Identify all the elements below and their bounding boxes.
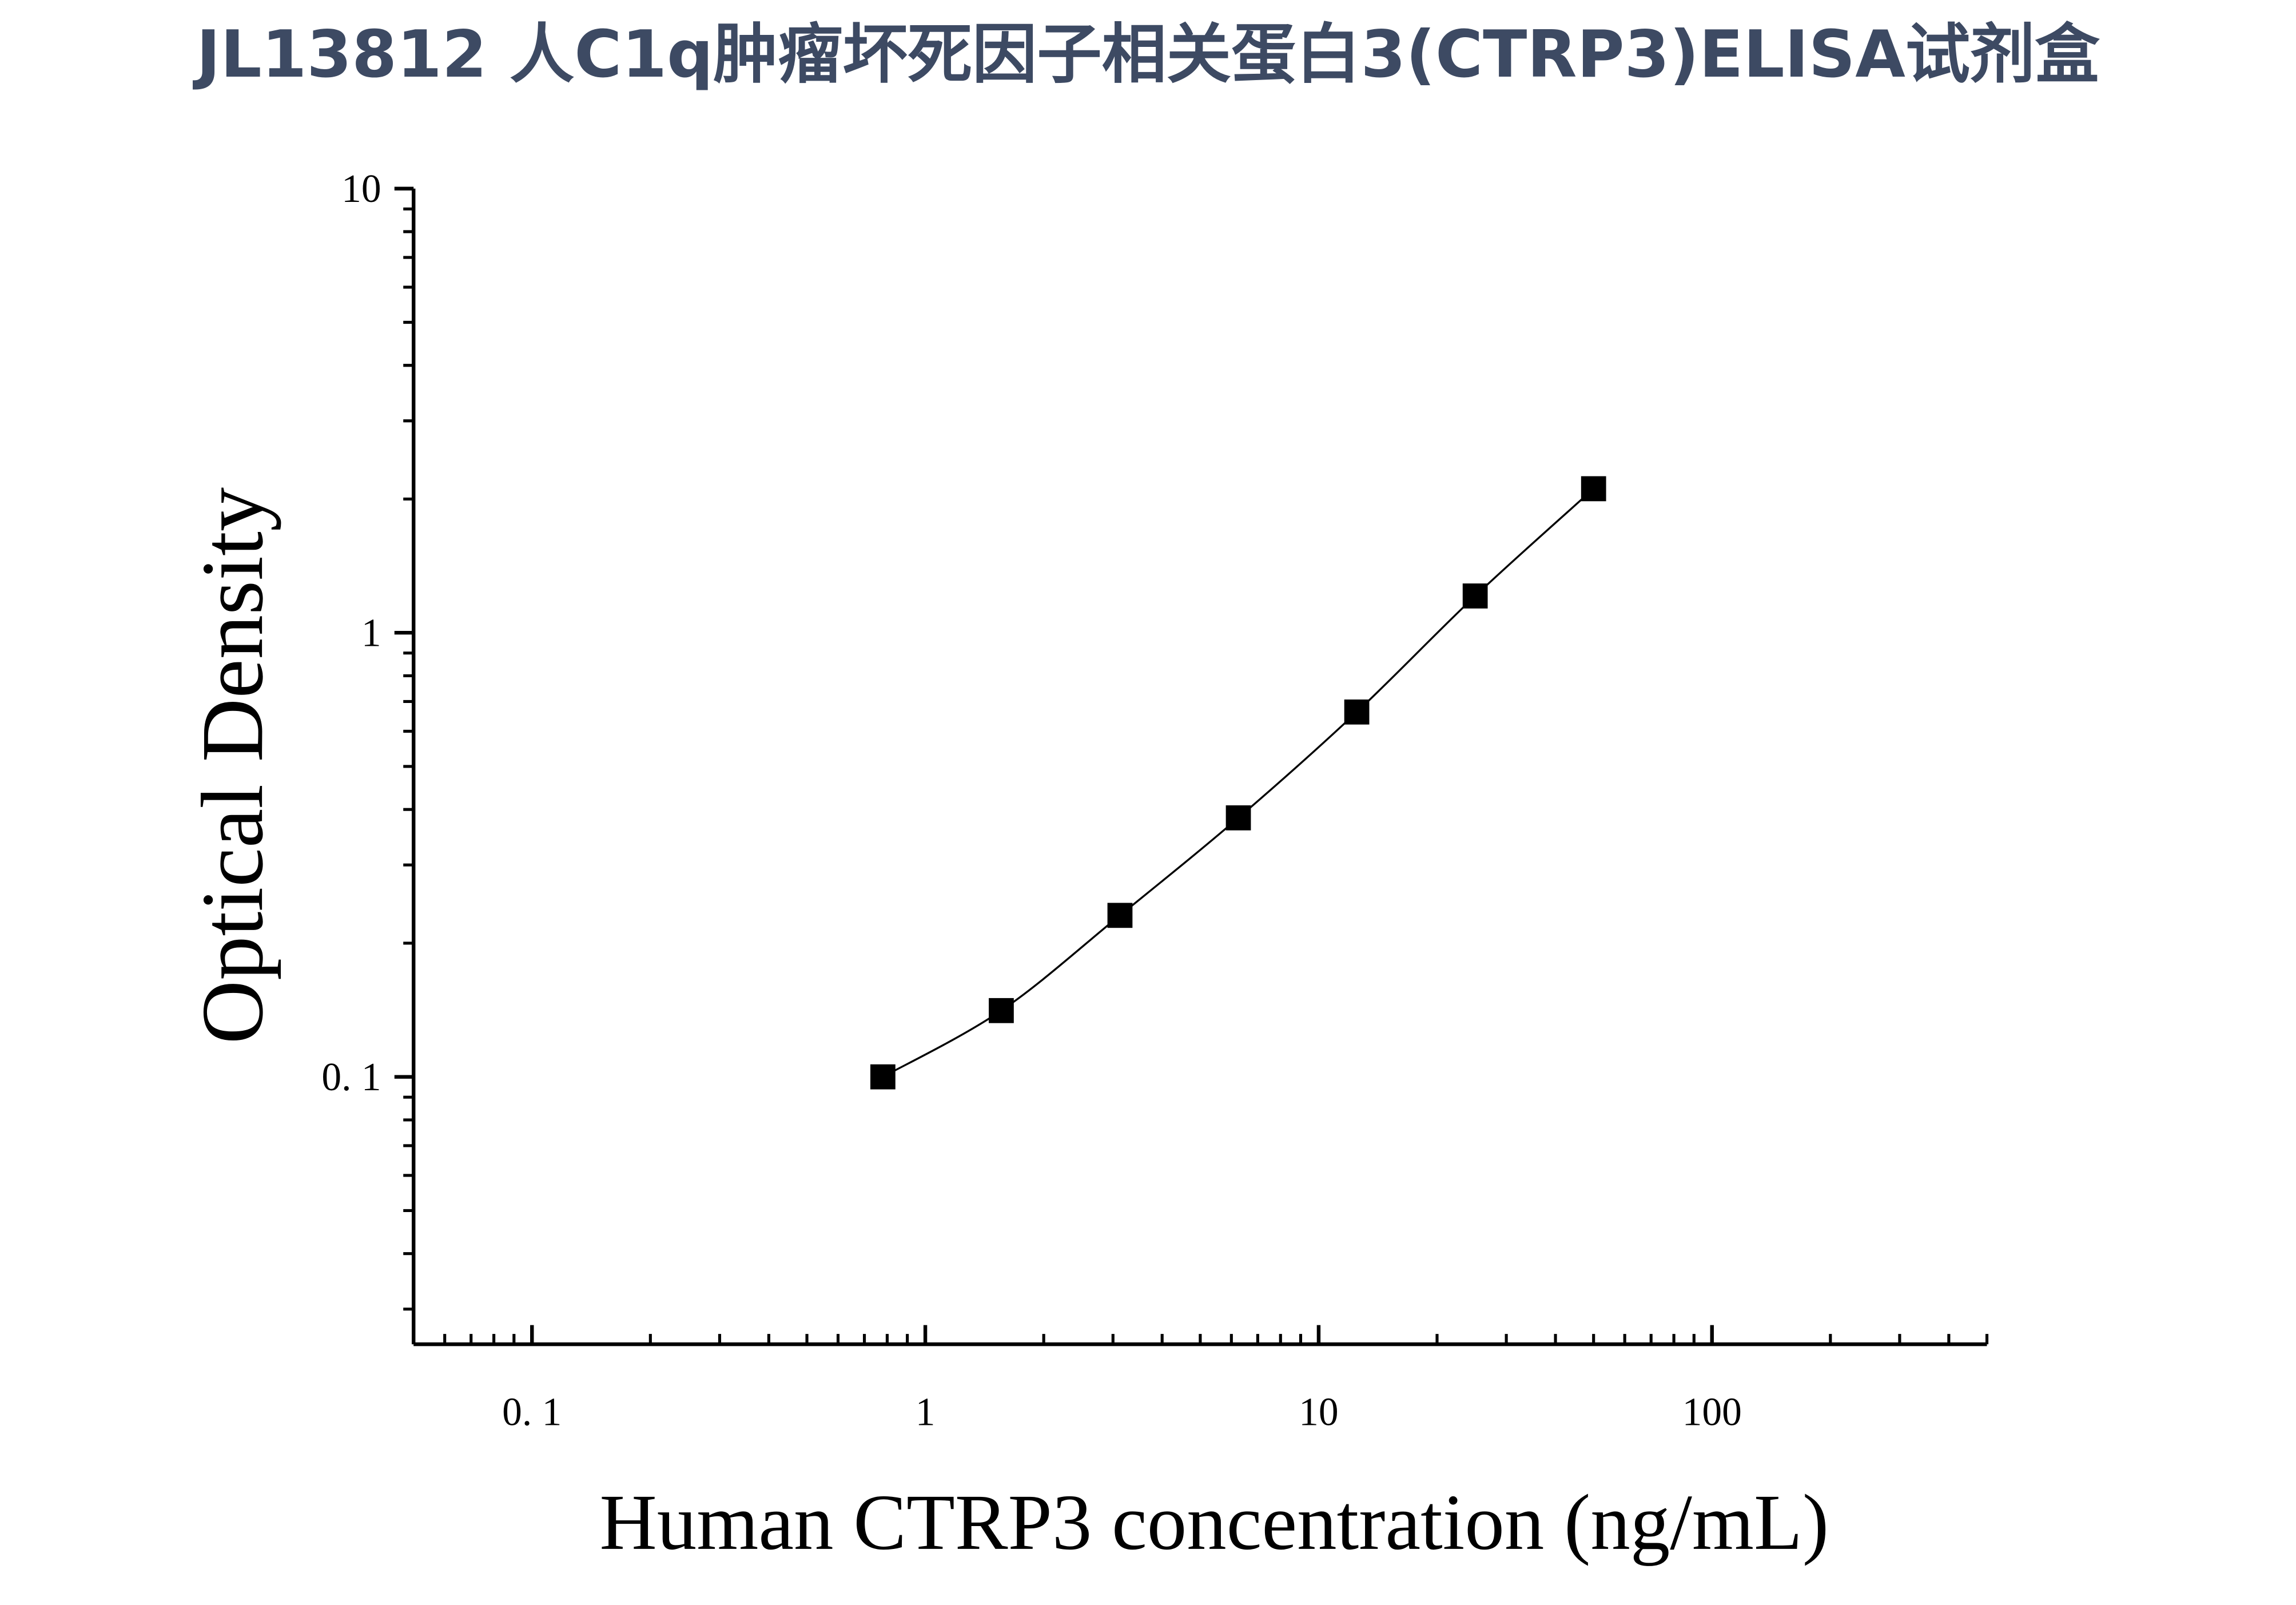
point — [870, 1064, 896, 1090]
point — [1462, 583, 1488, 609]
fit-line — [882, 488, 1594, 1078]
x-tick-label: 10 — [1299, 1391, 1338, 1435]
y-tick-label: 0. 1 — [321, 1055, 381, 1099]
x-tick-label: 1 — [916, 1391, 936, 1435]
point — [1107, 903, 1133, 928]
y-tick-label: 1 — [361, 611, 381, 655]
point — [1225, 805, 1251, 831]
x-tick-label: 100 — [1682, 1391, 1742, 1435]
x-tick-label: 0. 1 — [502, 1391, 562, 1435]
x-axis-label: Human CTRP3 concentration (ng/mL) — [599, 1479, 1829, 1567]
point — [989, 998, 1014, 1023]
point — [1344, 699, 1370, 725]
chart-title: JL13812 人C1q肿瘤坏死因子相关蛋白3(CTRP3)ELISA试剂盒 — [192, 17, 2100, 92]
y-axis-label: Optical Density — [184, 487, 281, 1044]
point — [1581, 476, 1606, 502]
y-tick-label: 10 — [341, 167, 381, 211]
